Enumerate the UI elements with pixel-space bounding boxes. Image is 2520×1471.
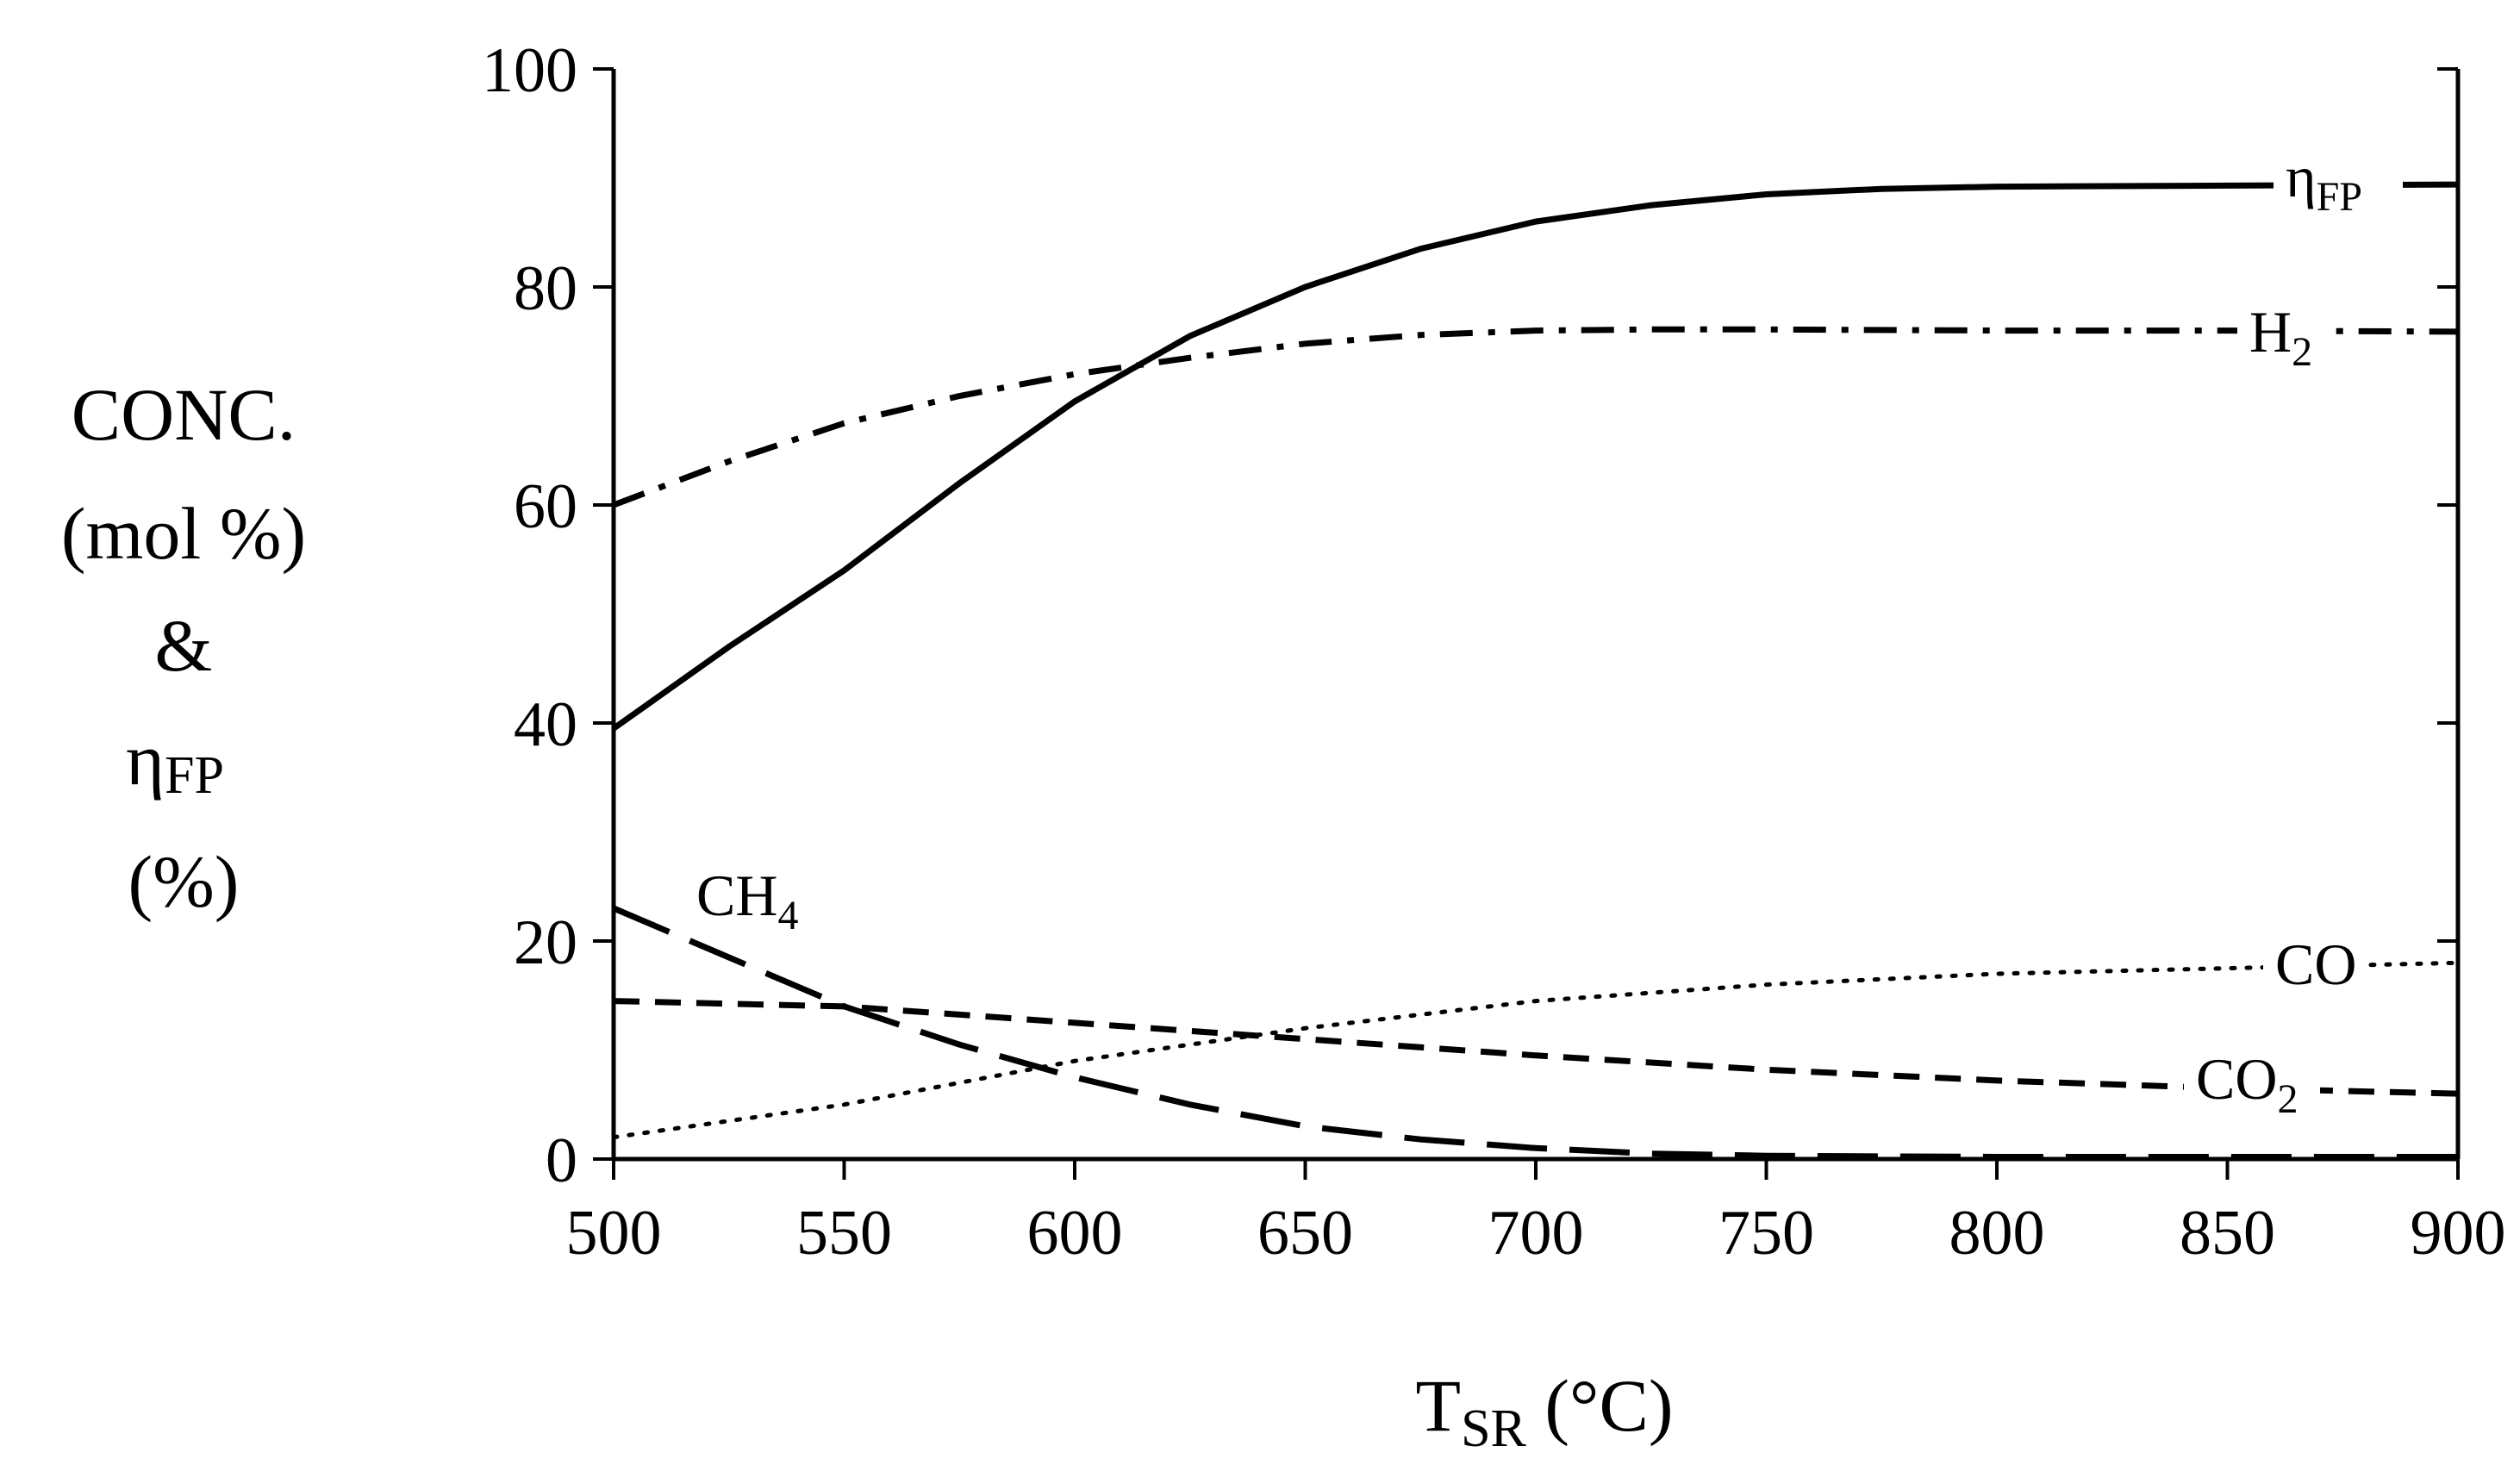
y-tick-label: 20 (514, 907, 577, 978)
series-label-CO: CO (2275, 932, 2356, 997)
x-tick-label: 800 (1949, 1198, 2045, 1268)
x-tick-label: 900 (2411, 1198, 2506, 1268)
axes: 0 20 40 60 80 100 500 550 600 650 700 750 800 850 900 (482, 35, 2506, 1268)
y-tick-label: 40 (514, 689, 577, 760)
series-label-CO2: CO2 (2196, 1046, 2298, 1122)
series-label-bg (2237, 291, 2334, 377)
series-line-CH4 (612, 905, 2458, 1160)
series-label-H2: H2 (2249, 299, 2312, 375)
x-tick-label: 650 (1257, 1198, 1353, 1268)
y-axis-title-unit: (%) (128, 840, 240, 923)
series-line-H2 (612, 326, 2459, 508)
series-label-bg (2274, 136, 2403, 222)
series-label-ηFP: ηFP (2286, 144, 2362, 220)
y-axis-title-eta: ηFP (126, 718, 224, 805)
y-axis-title-line: (mol %) (61, 492, 306, 575)
x-tick-label: 700 (1488, 1198, 1584, 1268)
series-label-bg (2263, 924, 2367, 1010)
series-label-bg (2184, 1038, 2320, 1125)
x-tick-label: 550 (796, 1198, 892, 1268)
x-tick-label: 750 (1718, 1198, 1814, 1268)
x-axis-title: TSR (°C) (1416, 1364, 1674, 1458)
axis-titles: TSR (°C) CONC. (mol %) & ηFP (%) (61, 373, 1674, 1458)
series-line-CO2 (613, 998, 2459, 1097)
y-tick-label: 60 (514, 471, 577, 542)
series-line-CO (611, 960, 2461, 1140)
y-tick-label: 100 (482, 35, 577, 106)
x-tick-label: 850 (2180, 1198, 2275, 1268)
y-tick-label: 80 (514, 253, 577, 324)
series-layer (611, 181, 2461, 1160)
series-labels: ηFP H2 CH4 CO CO2 (696, 136, 2403, 1125)
x-tick-label: 600 (1027, 1198, 1123, 1268)
y-tick-label: 0 (546, 1125, 577, 1196)
y-axis-title-line: & (155, 604, 213, 687)
series-label-CH4: CH4 (696, 863, 798, 938)
y-axis-title-line: CONC. (72, 373, 296, 456)
x-tick-label: 500 (566, 1198, 662, 1268)
series-line-ηFP (611, 181, 2459, 732)
